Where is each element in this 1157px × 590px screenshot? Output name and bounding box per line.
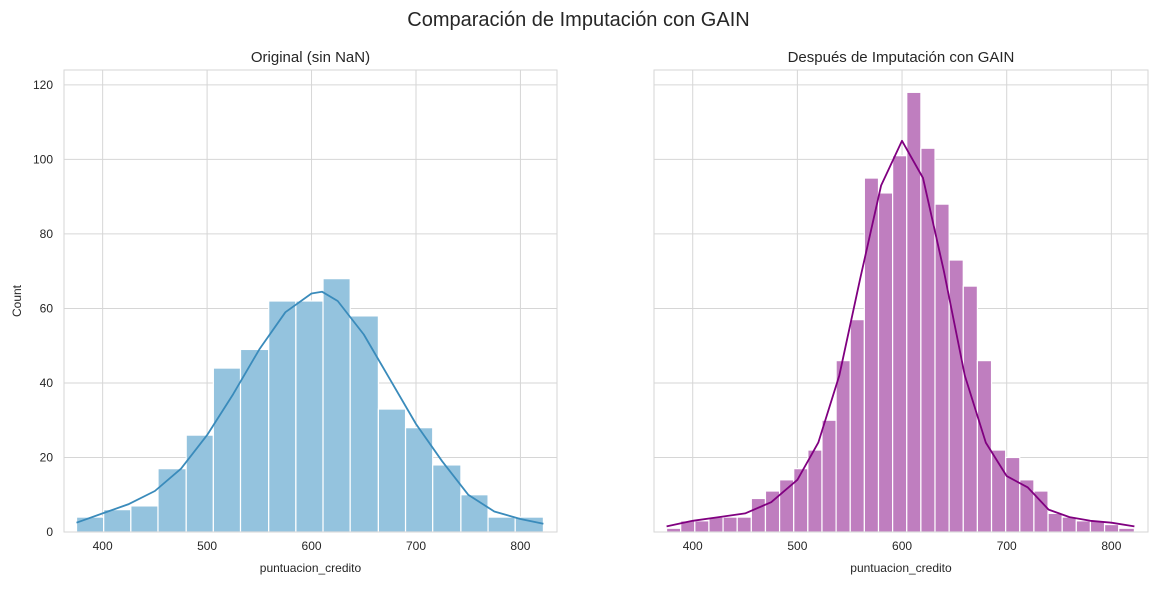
y-tick-label: 20 [40, 450, 54, 464]
histogram-bar [694, 520, 710, 533]
histogram-bar [322, 278, 351, 533]
histogram-bar [349, 315, 379, 533]
histogram-bar [807, 449, 823, 533]
y-tick-label: 0 [46, 525, 53, 539]
x-tick-label: 400 [93, 539, 113, 553]
x-tick-label: 800 [510, 539, 530, 553]
histogram-bar [1075, 520, 1092, 533]
histogram-bar [239, 348, 270, 533]
x-axis-label: puntuacion_credito [260, 561, 362, 575]
histogram-bar [377, 408, 407, 533]
chart-title: Original (sin NaN) [251, 49, 370, 66]
histogram-bar [103, 509, 132, 533]
histogram-bar [849, 319, 865, 533]
histogram-bar [892, 155, 908, 533]
kde-line [76, 290, 544, 525]
x-tick-label: 400 [683, 539, 703, 553]
histogram-bar [295, 300, 324, 533]
axes-frame [653, 69, 1149, 533]
y-tick-label: 60 [40, 301, 54, 315]
y-tick-label: 40 [40, 376, 54, 390]
histogram-bar [1061, 516, 1077, 533]
x-tick-label: 500 [197, 539, 217, 553]
histogram-bar [1005, 456, 1021, 533]
y-tick-label: 120 [33, 78, 53, 92]
histogram-bar [1047, 512, 1063, 533]
histogram-bar [750, 497, 767, 533]
x-tick-label: 600 [892, 539, 912, 553]
histogram-bar [906, 91, 922, 533]
chart-panel-1: 400 500 600 700 800 0 20 40 60 80 100 120 puntuacion… [10, 49, 558, 575]
histogram-bar [948, 259, 964, 533]
histogram-bar [185, 434, 214, 533]
histogram-bar [487, 516, 516, 533]
y-tick-label: 100 [33, 152, 53, 166]
histogram-bar [432, 464, 462, 533]
histogram-bar [460, 494, 489, 533]
x-tick-label: 700 [406, 539, 426, 553]
x-tick-label: 700 [997, 539, 1017, 553]
axes-frame [63, 69, 558, 533]
histogram-bar [976, 360, 993, 533]
chart-panel-2: 400 500 600 700 800 puntuacion_credito Después… [653, 49, 1149, 575]
y-tick-label: 80 [40, 227, 54, 241]
histogram-bar [934, 203, 950, 533]
histogram-bar [268, 300, 297, 533]
histogram-bar [665, 527, 682, 533]
histogram-bar [212, 367, 242, 533]
histogram-bar [404, 427, 434, 533]
histogram-bar [920, 147, 936, 533]
histogram-bar [736, 516, 752, 533]
kde-line [666, 139, 1135, 528]
histogram-bar [1103, 523, 1120, 533]
chart-title: Después de Imputación con GAIN [788, 49, 1015, 66]
histogram-bar [130, 505, 159, 533]
histogram-bar [1118, 527, 1135, 533]
histogram-bar [708, 516, 724, 533]
x-tick-label: 800 [1101, 539, 1121, 553]
x-tick-label: 600 [302, 539, 322, 553]
figure-suptitle: Comparación de Imputación con GAIN [407, 9, 749, 31]
histogram-bar [157, 468, 187, 533]
y-axis-label: Count [10, 284, 24, 317]
x-tick-label: 500 [787, 539, 807, 553]
histogram-bar [877, 192, 894, 533]
histogram-bar [722, 516, 738, 533]
histogram-bar [835, 360, 851, 533]
histogram-bar [821, 419, 837, 533]
histogram-bar [778, 479, 795, 533]
histogram-bar [75, 516, 105, 533]
histogram-bar [793, 468, 809, 533]
x-axis-label: puntuacion_credito [850, 561, 952, 575]
